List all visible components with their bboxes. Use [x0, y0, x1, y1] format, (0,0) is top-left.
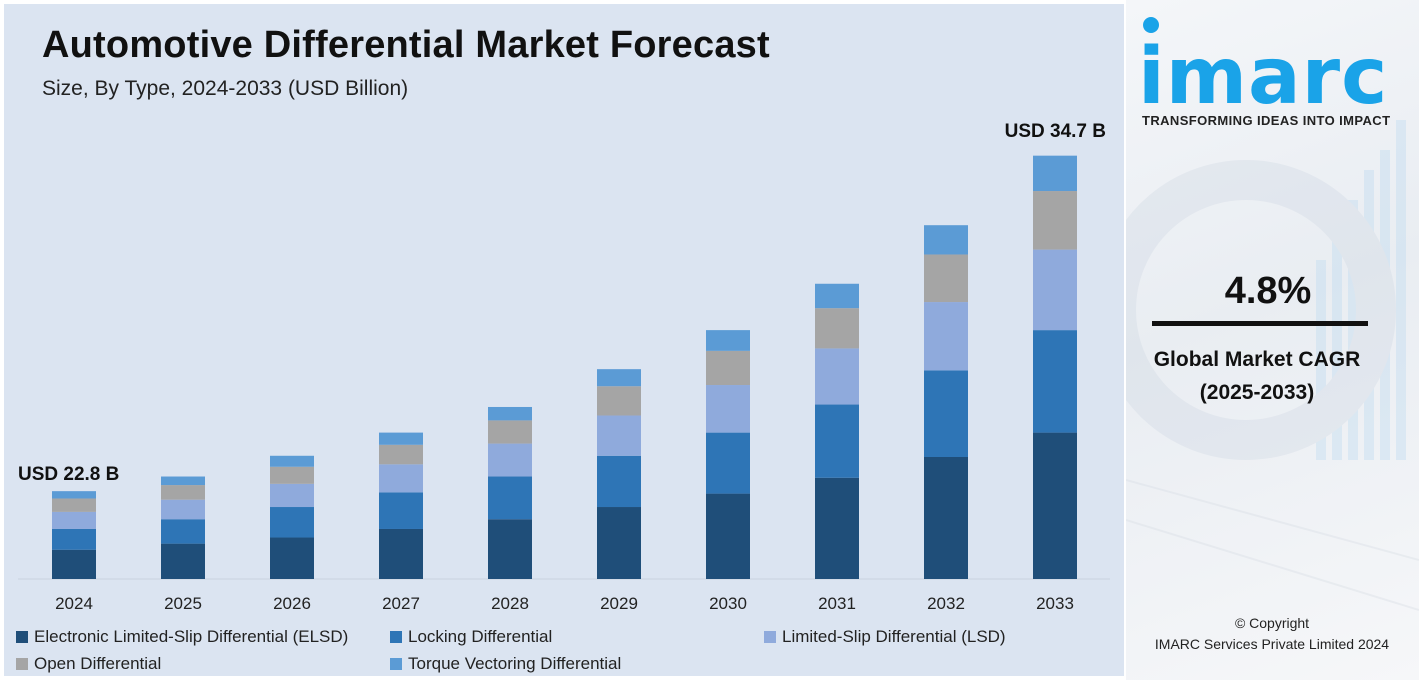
legend-item-elsd: Electronic Limited-Slip Differential (EL…	[16, 627, 348, 647]
bar-2025-lsd	[161, 499, 205, 520]
bar-2028-lsd	[488, 443, 532, 477]
legend-label-lsd: Limited-Slip Differential (LSD)	[782, 627, 1006, 646]
bar-2031-open	[815, 308, 859, 349]
bar-2024-lsd	[52, 511, 96, 529]
x-tick-2026: 2026	[273, 594, 311, 613]
bar-2025-open	[161, 485, 205, 500]
bar-2027-elsd	[379, 528, 423, 579]
bar-2031-torque	[815, 283, 859, 309]
bar-2028-locking	[488, 476, 532, 520]
bar-2033-locking	[1033, 330, 1077, 433]
bar-2033-open	[1033, 191, 1077, 250]
bar-2030-lsd	[706, 385, 750, 433]
legend-swatch-torque	[390, 658, 402, 670]
bar-2025-locking	[161, 519, 205, 544]
x-tick-2031: 2031	[818, 594, 856, 613]
bar-2031-locking	[815, 404, 859, 478]
bar-2028-elsd	[488, 519, 532, 579]
bar-2025-elsd	[161, 543, 205, 579]
bar-2030-locking	[706, 432, 750, 494]
bar-2027-torque	[379, 432, 423, 445]
background-chart-decoration	[1126, 120, 1419, 611]
bar-2027-open	[379, 444, 423, 465]
x-tick-2032: 2032	[927, 594, 965, 613]
logo-tagline: TRANSFORMING IDEAS INTO IMPACT	[1142, 113, 1391, 128]
x-tick-2027: 2027	[382, 594, 420, 613]
legend-label-locking: Locking Differential	[408, 627, 553, 646]
bar-2029-open	[597, 386, 641, 416]
stacked-bar-chart: 2024 2025 2026 2027 2028 2029 2030 2031 2032 2033…	[18, 121, 1110, 613]
legend-label-torque: Torque Vectoring Differential	[408, 654, 622, 673]
bar-2024-locking	[52, 528, 96, 550]
bar-2027-locking	[379, 492, 423, 529]
total-label-2024: USD 22.8 B	[18, 464, 119, 485]
legend-item-torque: Torque Vectoring Differential	[390, 654, 621, 674]
bar-2028-open	[488, 420, 532, 444]
cagr-divider	[1152, 321, 1368, 326]
legend-item-open: Open Differential	[16, 654, 161, 674]
bar-2032-locking	[924, 370, 968, 457]
x-tick-labels: 2024 2025 2026 2027 2028 2029 2030 2031 2032 2033	[55, 594, 1074, 613]
bar-2024-elsd	[52, 549, 96, 579]
legend-label-open: Open Differential	[34, 654, 162, 673]
bar-2032-open	[924, 254, 968, 303]
bar-2024-open	[52, 498, 96, 512]
bar-2025-torque	[161, 476, 205, 486]
bars-group	[52, 155, 1077, 579]
bar-2031-elsd	[815, 477, 859, 579]
cagr-value: 4.8%	[1224, 270, 1312, 312]
cagr-label: Global Market CAGR (2025-2033)	[1126, 343, 1388, 409]
chart-subtitle: Size, By Type, 2024-2033 (USD Billion)	[42, 77, 409, 100]
bar-2029-torque	[597, 369, 641, 387]
legend-swatch-elsd	[16, 631, 28, 643]
legend-item-locking: Locking Differential	[390, 627, 552, 647]
bar-2029-lsd	[597, 415, 641, 456]
bar-2032-lsd	[924, 302, 968, 371]
legend-swatch-locking	[390, 631, 402, 643]
bar-2030-elsd	[706, 493, 750, 579]
side-panel: imarc TRANSFORMING IDEAS INTO IMPACT 4.8…	[1126, 0, 1419, 680]
chart-panel: Automotive Differential Market Forecast …	[4, 4, 1124, 676]
x-tick-2030: 2030	[709, 594, 747, 613]
copyright-line-1: © Copyright	[1234, 615, 1310, 631]
bar-2032-torque	[924, 225, 968, 255]
bar-2033-elsd	[1033, 432, 1077, 579]
x-tick-2024: 2024	[55, 594, 93, 613]
cagr-label-line-1: Global Market CAGR	[1153, 348, 1361, 371]
x-tick-2025: 2025	[164, 594, 202, 613]
bar-2029-elsd	[597, 507, 641, 579]
bar-2026-torque	[270, 455, 314, 467]
logo-dot	[1143, 17, 1159, 33]
copyright: © Copyright IMARC Services Private Limit…	[1126, 613, 1418, 655]
bar-2032-elsd	[924, 457, 968, 579]
bar-2029-locking	[597, 455, 641, 508]
imarc-logo: imarc	[1138, 32, 1389, 122]
bar-2026-open	[270, 466, 314, 484]
bar-2024-torque	[52, 491, 96, 499]
x-tick-2029: 2029	[600, 594, 638, 613]
legend-swatch-open	[16, 658, 28, 670]
bar-2030-torque	[706, 330, 750, 351]
bar-2030-open	[706, 350, 750, 386]
bar-2028-torque	[488, 406, 532, 421]
bar-2033-torque	[1033, 155, 1077, 192]
bar-2033-lsd	[1033, 249, 1077, 331]
x-tick-2028: 2028	[491, 594, 529, 613]
bar-2027-lsd	[379, 464, 423, 493]
cagr-label-line-2: (2025-2033)	[1199, 381, 1315, 404]
bar-2026-lsd	[270, 483, 314, 508]
legend-swatch-lsd	[764, 631, 776, 643]
total-label-2033: USD 34.7 B	[1005, 121, 1106, 142]
bar-2031-lsd	[815, 348, 859, 405]
bar-2026-locking	[270, 507, 314, 538]
copyright-line-2: IMARC Services Private Limited 2024	[1154, 636, 1390, 652]
chart-title: Automotive Differential Market Forecast	[42, 24, 770, 66]
x-tick-2033: 2033	[1036, 594, 1074, 613]
legend-item-lsd: Limited-Slip Differential (LSD)	[764, 627, 1006, 647]
bar-2026-elsd	[270, 537, 314, 579]
legend-label-elsd: Electronic Limited-Slip Differential (EL…	[34, 627, 349, 646]
